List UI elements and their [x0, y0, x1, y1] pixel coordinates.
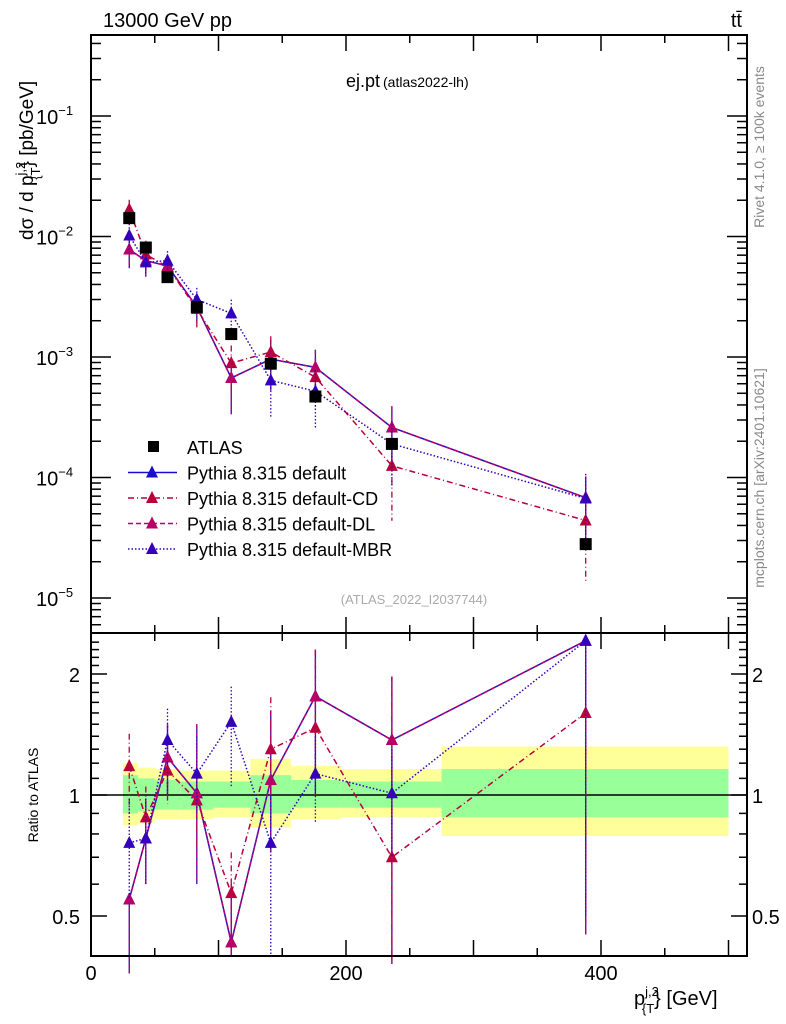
ratio-point-triangle — [123, 759, 136, 772]
x-tick-label: 0 — [85, 963, 96, 985]
x-tick-label: 400 — [584, 963, 617, 985]
atlas-data-point — [139, 241, 152, 254]
y-label-part2: } [pb/GeV] — [17, 81, 38, 168]
x-label-rest: } [GeV] — [654, 988, 717, 1010]
main-plot: 10−1 10−2 10−3 10−4 10−5 — [36, 34, 748, 956]
process-label: tt̄ — [731, 10, 743, 32]
svg-text:pj,2{T} [GeV]: pj,2 {T} [GeV] — [634, 984, 718, 1016]
energy-label: 13000 GeV pp — [103, 10, 232, 32]
legend-label: Pythia 8.315 default-CD — [187, 489, 378, 509]
legend-label: ATLAS — [187, 438, 243, 458]
ratio-point-triangle — [225, 714, 238, 727]
ratio-point-triangle — [385, 733, 398, 746]
data-point-triangle — [264, 373, 277, 386]
legend-triangle-marker — [146, 491, 158, 503]
plot-subtitle: (atlas2022-lh) — [383, 74, 469, 90]
data-point-triangle — [225, 356, 238, 369]
svg-text:dσ / d pj,2{T} [pb/GeV]: dσ / d pj,2{T} [pb/GeV] — [13, 81, 43, 240]
y-tick-label: 10−4 — [36, 465, 73, 491]
legend-label: Pythia 8.315 default — [187, 464, 346, 484]
y-tick-label: 10−1 — [36, 103, 73, 129]
data-point-triangle — [579, 491, 592, 504]
y-tick-label: 10−2 — [36, 224, 73, 250]
legend: ATLAS Pythia 8.315 default Pythia 8.315 de… — [128, 438, 392, 560]
legend-atlas-marker — [148, 441, 159, 452]
data-point-triangle — [123, 228, 136, 241]
ratio-y-tick-label: 0.5 — [52, 907, 80, 929]
y-tick-label: 10−3 — [36, 344, 73, 370]
ratio-point-triangle — [385, 786, 398, 799]
ratio-plot: 0 200 400 0.5 0.5 1 1 2 2 — [52, 632, 780, 985]
ratio-point-triangle — [161, 733, 174, 746]
series-line-4 — [128, 235, 586, 500]
series-line-3 — [128, 248, 586, 499]
data-point-triangle — [385, 458, 398, 471]
atlas-data-point — [190, 300, 203, 313]
x-label-sup: j,2 — [644, 984, 659, 999]
data-point-triangle — [139, 255, 152, 268]
ratio-y-axis-label: Ratio to ATLAS — [25, 748, 41, 843]
legend-label: Pythia 8.315 default-DL — [187, 515, 375, 535]
data-point-triangle — [309, 360, 322, 373]
ratio-point-triangle — [123, 835, 136, 848]
ratio-point-triangle — [264, 835, 277, 848]
x-tick-label: 200 — [329, 963, 362, 985]
data-point-triangle — [225, 306, 238, 319]
ratio-point-triangle — [309, 766, 322, 779]
ratio-point-triangle — [309, 720, 322, 733]
atlas-data-point — [579, 538, 592, 551]
ratio-point-triangle — [579, 633, 592, 646]
x-label-sub: {T — [642, 1001, 654, 1016]
atlas-data-point — [264, 357, 277, 370]
plot-title: ej.pt — [346, 71, 380, 91]
atlas-data-point — [385, 437, 398, 450]
ratio-point-triangle — [190, 766, 203, 779]
analysis-id: (ATLAS_2022_I2037744) — [341, 592, 487, 607]
y-label-part1: dσ / d p — [17, 175, 38, 240]
rivet-label: Rivet 4.1.0, ≥ 100k events — [751, 66, 767, 228]
y-tick-label: 10−5 — [36, 585, 73, 611]
data-point-triangle — [385, 420, 398, 433]
ratio-point-triangle — [161, 750, 174, 763]
data-point-triangle — [123, 202, 136, 215]
ratio-point-triangle — [264, 772, 277, 785]
mcplots-label: mcplots.cern.ch [arXiv:2401.10621] — [751, 368, 767, 587]
atlas-data-point — [123, 212, 136, 225]
ratio-y-tick-label-right: 0.5 — [752, 907, 780, 929]
atlas-data-point — [161, 271, 174, 284]
ratio-line-1 — [128, 712, 587, 896]
x-label-p: p — [634, 988, 645, 1010]
y-label-sub: {T — [28, 167, 43, 179]
y-label-sup: j,2 — [13, 162, 28, 177]
data-point-triangle — [161, 253, 174, 266]
ratio-point-triangle — [190, 786, 203, 799]
series-line-1 — [128, 248, 586, 499]
series-line-2 — [128, 209, 586, 522]
main-y-axis-label: dσ / d pj,2{T} [pb/GeV] — [13, 81, 43, 240]
legend-triangle-marker — [146, 465, 158, 478]
x-axis-label: pj,2 {T} [GeV] — [634, 984, 718, 1016]
ratio-point-triangle — [225, 886, 238, 899]
data-point-triangle — [225, 370, 238, 383]
legend-triangle-marker — [146, 516, 158, 529]
legend-triangle-marker — [146, 542, 158, 554]
atlas-data-point — [309, 390, 322, 403]
ratio-point-triangle — [264, 742, 277, 755]
ratio-point-triangle — [309, 689, 322, 702]
legend-label: Pythia 8.315 default-MBR — [187, 540, 392, 560]
ratio-point-triangle — [123, 892, 136, 905]
ratio-y-tick-label-right: 2 — [752, 665, 763, 687]
ratio-point-triangle — [225, 935, 238, 948]
ratio-y-tick-label: 2 — [69, 665, 80, 687]
ratio-y-tick-label-right: 1 — [752, 786, 763, 808]
ratio-point-triangle — [139, 831, 152, 844]
atlas-data-point — [225, 328, 238, 341]
ratio-y-tick-label: 1 — [69, 786, 80, 808]
